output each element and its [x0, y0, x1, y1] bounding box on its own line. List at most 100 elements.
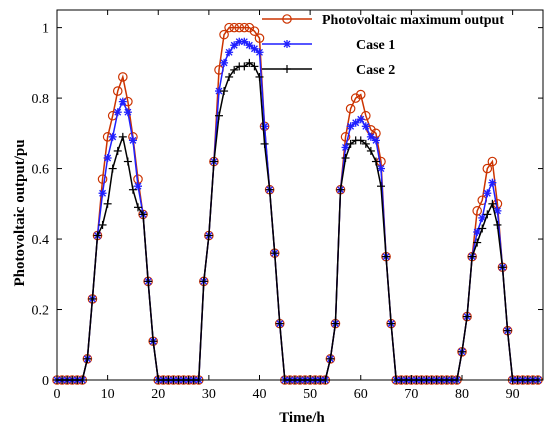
data-point [98, 220, 107, 229]
data-point [244, 22, 255, 33]
data-point [493, 206, 502, 215]
data-point [361, 110, 371, 121]
data-point [336, 185, 345, 194]
data-point [270, 249, 279, 258]
x-tick-label: 70 [404, 387, 418, 402]
series-2 [53, 37, 542, 384]
data-point [225, 48, 234, 57]
data-point [488, 178, 497, 187]
data-point [229, 22, 239, 33]
data-point [260, 139, 269, 148]
y-tick-label: 0.6 [32, 163, 50, 178]
data-point [472, 206, 482, 216]
data-point [260, 122, 269, 131]
data-point [215, 87, 223, 96]
data-point [108, 132, 117, 141]
data-point [118, 132, 127, 141]
data-point [220, 87, 229, 96]
data-point [230, 65, 239, 74]
y-tick-label: 0.8 [32, 92, 50, 107]
data-point [255, 48, 264, 57]
x-tick-label: 10 [101, 387, 115, 402]
data-point [128, 185, 137, 194]
data-point [113, 108, 122, 117]
data-point [326, 354, 335, 363]
data-point [112, 86, 123, 96]
data-point [341, 143, 350, 152]
data-point [473, 238, 482, 247]
plot-frame [56, 9, 544, 381]
series-1 [52, 22, 543, 385]
data-point [458, 347, 466, 356]
legend-entry: Photovoltaic maximum output [262, 13, 504, 28]
data-point [503, 326, 512, 335]
data-point [345, 103, 356, 114]
data-point [361, 139, 370, 148]
data-point [275, 319, 284, 328]
data-point [123, 157, 132, 166]
data-point [350, 93, 361, 103]
data-point [255, 72, 264, 81]
y-tick-label: 0 [42, 374, 49, 389]
y-tick-label: 0.4 [32, 233, 50, 248]
data-point [123, 108, 132, 117]
data-point [215, 111, 223, 120]
axes-layer: 0 10 20 30 40 50 60 70 80 90 0 0.2 0.4 0.6 0.8 1 [32, 9, 544, 402]
data-point [346, 122, 355, 131]
data-point [483, 189, 492, 198]
data-point [113, 146, 122, 155]
series-layer [52, 22, 543, 385]
data-point [355, 89, 366, 100]
data-point [488, 199, 497, 208]
data-point [139, 210, 148, 219]
data-point [463, 312, 472, 321]
data-point [387, 319, 396, 328]
data-point [483, 210, 492, 219]
legend-label: Case 1 [356, 38, 395, 53]
data-point [482, 163, 493, 174]
data-point [371, 157, 380, 166]
data-point [134, 203, 142, 212]
data-point [356, 136, 365, 145]
data-point [103, 154, 112, 162]
data-point [98, 189, 107, 198]
data-point [118, 72, 128, 82]
y-tick-label: 1 [42, 22, 49, 37]
data-point [199, 277, 208, 286]
data-point [220, 58, 229, 67]
data-point [118, 97, 127, 106]
data-point [377, 182, 385, 191]
data-point [371, 136, 380, 145]
data-point [93, 231, 102, 240]
legend-label: Photovoltaic maximum output [322, 13, 504, 28]
data-point [103, 199, 112, 208]
legend-marker [282, 14, 292, 24]
y-tick-label: 0.2 [32, 304, 50, 319]
data-point [204, 231, 213, 240]
data-point [219, 29, 229, 40]
data-point [356, 115, 365, 124]
data-point [340, 132, 351, 142]
x-axis-title: Time/h [279, 410, 325, 426]
data-point [240, 62, 249, 71]
x-tick-label: 0 [54, 387, 61, 402]
data-point [240, 37, 249, 46]
data-point [128, 136, 137, 145]
data-point [487, 156, 498, 167]
data-point [234, 22, 245, 33]
x-tick-label: 30 [202, 387, 216, 402]
x-tick-label: 50 [303, 387, 317, 402]
data-point [254, 33, 265, 43]
data-point [250, 62, 259, 71]
data-point [478, 213, 487, 222]
data-point [382, 252, 391, 261]
data-point [209, 157, 218, 166]
x-tick-label: 40 [253, 387, 267, 402]
data-point [498, 263, 507, 272]
x-tick-label: 90 [506, 387, 520, 402]
data-point [224, 22, 234, 33]
data-point [245, 41, 254, 50]
data-point [230, 41, 239, 50]
data-point [478, 224, 487, 233]
data-point [108, 164, 117, 173]
